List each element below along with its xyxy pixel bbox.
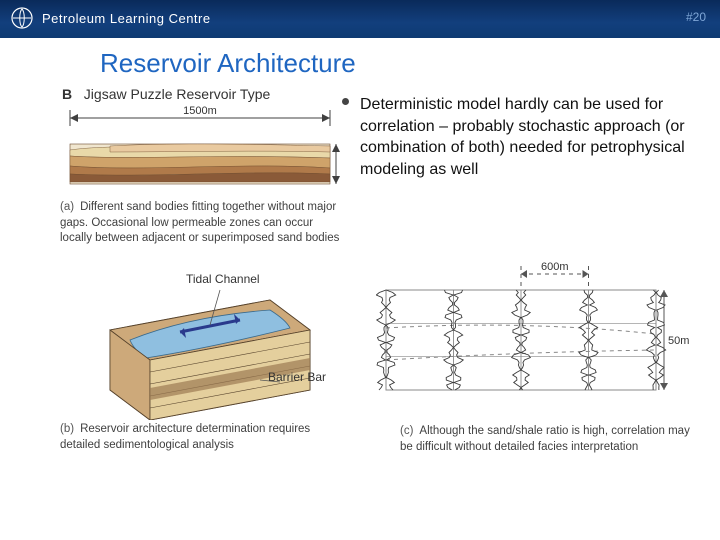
bullet-dot-icon: [342, 98, 349, 105]
figure-b: [70, 270, 330, 425]
svg-text:50m: 50m: [668, 335, 689, 347]
caption-a: (a)Different sand bodies fitting togethe…: [60, 200, 340, 247]
bullet-text: Deterministic model hardly can be used f…: [360, 96, 685, 178]
tidal-channel-label: Tidal Channel: [186, 272, 260, 286]
figure-c: 600m 50m: [376, 260, 690, 410]
panel-label-b: B Jigsaw Puzzle Reservoir Type: [62, 86, 270, 102]
brand-logo-icon: [10, 6, 34, 30]
brand-name: Petroleum Learning Centre: [42, 11, 211, 26]
svg-text:1500m: 1500m: [183, 105, 217, 117]
caption-c: (c)Although the sand/shale ratio is high…: [400, 424, 700, 455]
slide-title: Reservoir Architecture: [100, 48, 356, 79]
caption-b: (b)Reservoir architecture determination …: [60, 422, 340, 453]
top-banner: Petroleum Learning Centre #20: [0, 0, 720, 38]
brand: Petroleum Learning Centre: [10, 6, 211, 30]
figure-a: 1500m50m: [60, 104, 340, 201]
svg-text:600m: 600m: [541, 261, 569, 273]
barrier-bar-label: Barrier Bar: [268, 370, 326, 384]
main-bullet: Deterministic model hardly can be used f…: [360, 94, 690, 180]
slide-number: #20: [686, 10, 706, 24]
